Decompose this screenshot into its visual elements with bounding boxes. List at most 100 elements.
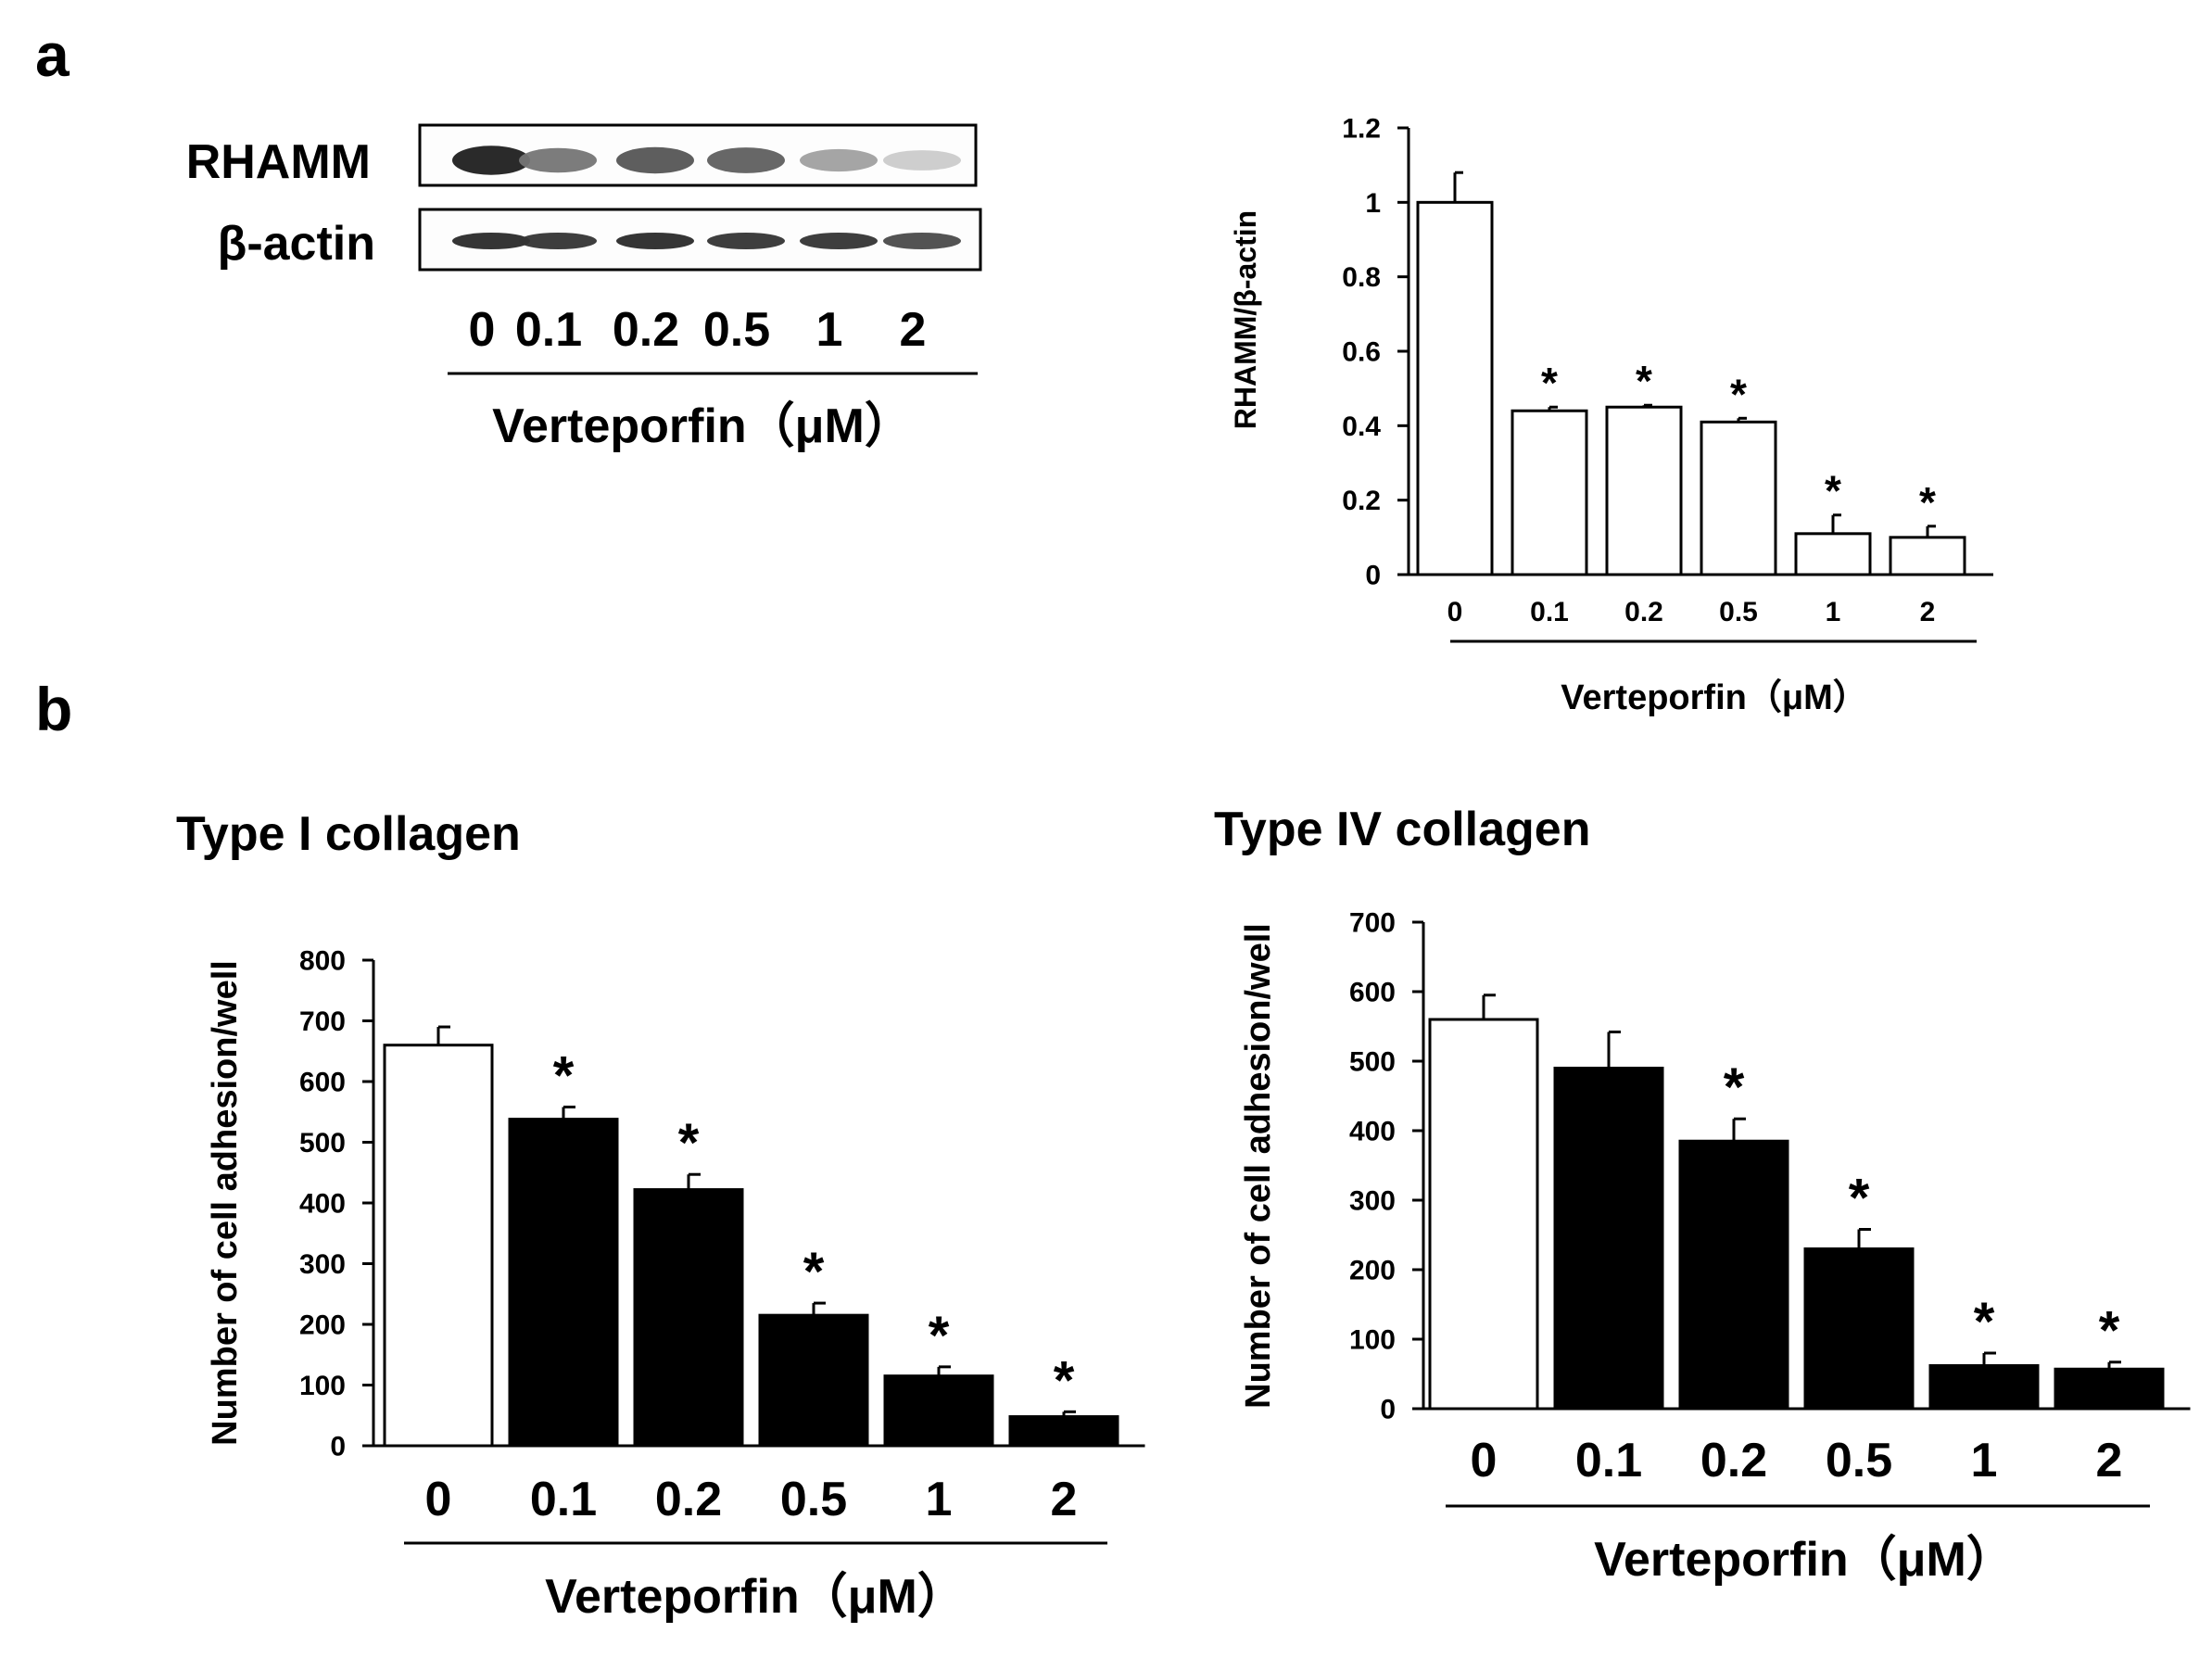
blot-band	[519, 233, 597, 249]
x-category-label: 0	[1471, 1434, 1498, 1487]
y-tick-label: 200	[299, 1310, 346, 1341]
y-tick-label: 100	[299, 1371, 346, 1401]
blot-lane-label: 0	[469, 303, 496, 357]
blot-lane-label: 1	[816, 303, 843, 357]
x-category-label: 0	[425, 1473, 452, 1526]
bar	[1416, 200, 1494, 576]
blot-lane-label: 2	[900, 303, 927, 357]
x-category-label: 0.1	[1530, 597, 1569, 627]
bar	[508, 1118, 619, 1448]
x-axis-title: Verteporfin（μM）	[545, 1570, 966, 1624]
significance-marker: *	[2099, 1301, 2120, 1361]
significance-marker: *	[1974, 1292, 1995, 1352]
bar	[383, 1044, 494, 1448]
y-tick-label: 0.6	[1342, 337, 1381, 368]
bar	[1889, 536, 1966, 576]
significance-marker: *	[1849, 1169, 1870, 1229]
x-category-label: 0.2	[655, 1473, 722, 1526]
blot-lane-label: 0.5	[703, 303, 770, 357]
bar	[883, 1374, 994, 1448]
blot-x-title: Verteporfin（μM）	[492, 399, 913, 453]
y-tick-label: 0	[1365, 561, 1381, 591]
panel-a-letter: a	[35, 20, 70, 89]
bar	[1928, 1364, 2040, 1411]
y-tick-label: 300	[1349, 1186, 1396, 1217]
bar	[1510, 409, 1588, 576]
significance-marker: *	[1825, 467, 1841, 515]
x-category-label: 2	[2096, 1434, 2123, 1487]
y-tick-label: 400	[299, 1189, 346, 1220]
x-category-label: 1	[926, 1473, 953, 1526]
blot-band	[452, 146, 530, 175]
chart-title: Type IV collagen	[1214, 803, 1590, 856]
significance-marker: *	[803, 1242, 825, 1302]
significance-marker: *	[1919, 478, 1936, 526]
y-tick-label: 0.4	[1342, 411, 1381, 442]
bar	[1428, 1018, 1539, 1411]
x-category-label: 1	[1826, 597, 1841, 627]
x-category-label: 0.5	[780, 1473, 847, 1526]
x-category-label: 0.2	[1624, 597, 1663, 627]
chart-type-iv-collagen: Type IV collagen 0 100 200 300 400 500 600 700 Nu…	[1214, 803, 2191, 1587]
bar	[1605, 405, 1683, 576]
x-category-label: 0.5	[1826, 1434, 1892, 1487]
significance-marker: *	[678, 1113, 700, 1173]
blot-band	[800, 148, 878, 172]
x-axis-title: Verteporfin（μM）	[1594, 1533, 2015, 1587]
y-tick-label: 700	[299, 1006, 346, 1037]
bar	[1553, 1067, 1664, 1411]
y-tick-label: 300	[299, 1249, 346, 1280]
bar	[1700, 420, 1777, 576]
blot-row-label-rhamm: RHAMM	[186, 135, 371, 189]
chart-rhamm-ratio: 0 0.2 0.4 0.6 0.8 1 1.2 RHAMM/β-actin 0 * 0.1 * 0.2 *…	[1229, 114, 1993, 717]
x-category-label: 2	[1051, 1473, 1078, 1526]
blot-band	[616, 233, 694, 249]
x-category-label: 0.2	[1700, 1434, 1767, 1487]
chart-title: Type I collagen	[176, 807, 521, 861]
y-tick-label: 600	[1349, 978, 1396, 1008]
y-tick-label: 0	[330, 1432, 346, 1462]
x-category-label: 1	[1971, 1434, 1998, 1487]
blot-band	[883, 150, 961, 171]
y-tick-label: 600	[299, 1068, 346, 1098]
blot-band	[800, 233, 878, 249]
significance-marker: *	[1541, 359, 1558, 407]
blot-band	[707, 147, 785, 173]
significance-marker: *	[1636, 357, 1652, 405]
y-tick-label: 700	[1349, 908, 1396, 939]
blot-band	[452, 233, 530, 249]
x-category-label: 0.1	[530, 1473, 597, 1526]
bar	[1678, 1139, 1789, 1411]
y-tick-label: 500	[299, 1128, 346, 1158]
blot-row-label-beta-actin: β-actin	[218, 217, 375, 271]
y-tick-label: 500	[1349, 1047, 1396, 1078]
y-tick-label: 200	[1349, 1256, 1396, 1286]
blot-lane-label: 0.2	[613, 303, 679, 357]
bar	[633, 1188, 744, 1448]
y-axis-label: Number of cell adhesion/well	[206, 960, 245, 1446]
blot-lane-label: 0.1	[515, 303, 582, 357]
significance-marker: *	[1724, 1057, 1745, 1118]
blot-band	[883, 233, 961, 249]
y-tick-label: 0	[1380, 1395, 1396, 1425]
bar	[1803, 1247, 1915, 1411]
chart-type-i-collagen: Type I collagen 0 100 200 300 400 500 600 700 800…	[176, 807, 1145, 1624]
x-category-label: 0.1	[1575, 1434, 1642, 1487]
y-axis-label: RHAMM/β-actin	[1229, 210, 1262, 429]
y-tick-label: 0.2	[1342, 486, 1381, 516]
significance-marker: *	[1054, 1350, 1075, 1411]
x-category-label: 2	[1920, 597, 1936, 627]
bar	[758, 1313, 869, 1448]
x-category-label: 0	[1447, 597, 1463, 627]
blot-band	[616, 146, 694, 174]
western-blot: RHAMM β-actin 0 0.1 0.2 0.5 1 2 Verteporfin（μ…	[186, 123, 982, 453]
bar	[1008, 1415, 1119, 1448]
y-tick-label: 1	[1365, 188, 1381, 219]
panel-b-letter: b	[35, 675, 72, 743]
y-tick-label: 1.2	[1342, 114, 1381, 145]
significance-marker: *	[1730, 370, 1747, 418]
y-tick-label: 800	[299, 946, 346, 977]
x-axis-title: Verteporfin（μM）	[1561, 678, 1868, 717]
y-tick-label: 100	[1349, 1325, 1396, 1356]
